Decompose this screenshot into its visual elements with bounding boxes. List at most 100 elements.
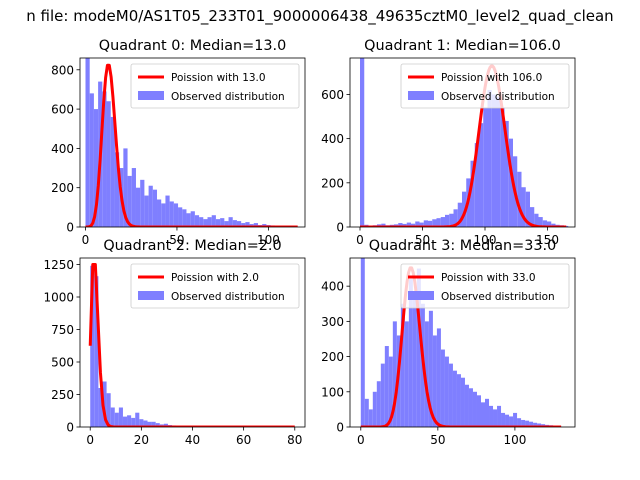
- legend-label-observed: Observed distribution: [441, 91, 555, 103]
- histogram-bar: [106, 101, 111, 227]
- histogram-bar: [127, 175, 132, 227]
- y-tick-label: 400: [51, 142, 74, 156]
- x-tick-label: 50: [430, 433, 445, 447]
- subplot-quadrant-0: 0 50 100 0 200 400 600 800 Quadrant 0: Median=13…: [51, 38, 306, 247]
- y-tick-label: 200: [321, 176, 344, 190]
- histogram-bar: [513, 412, 518, 427]
- legend-label-observed: Observed distribution: [171, 91, 285, 103]
- x-tick-label: 0: [357, 433, 365, 447]
- x-tick-label: 100: [257, 233, 280, 247]
- histogram-bar: [505, 414, 510, 427]
- histogram-bar: [423, 220, 428, 227]
- histogram-bar: [360, 58, 365, 227]
- histogram-bar: [521, 419, 526, 427]
- histogram-bar: [470, 160, 475, 227]
- histogram-bar: [380, 363, 385, 427]
- x-tick-label: 150: [536, 233, 559, 247]
- histogram-bar: [372, 391, 377, 427]
- histogram-bar: [151, 421, 156, 427]
- histogram-bar: [94, 276, 99, 427]
- histogram-bar: [93, 109, 99, 227]
- histogram-bar: [384, 346, 389, 427]
- histogram-bar: [173, 203, 179, 227]
- histogram-bar: [122, 416, 128, 427]
- legend-label-poisson: Poission with 2.0: [171, 272, 259, 284]
- histogram-bar: [416, 268, 421, 427]
- histogram-bar: [178, 207, 183, 227]
- y-tick-label: 200: [51, 181, 74, 195]
- x-tick-label: 20: [134, 433, 149, 447]
- x-tick-label: 50: [169, 233, 184, 247]
- legend-bar-swatch: [408, 291, 434, 300]
- histogram-bar: [368, 409, 373, 427]
- histogram-bar: [144, 195, 149, 227]
- histogram-bar: [501, 412, 506, 427]
- x-tick-label: 0: [86, 433, 94, 447]
- histogram-bar: [542, 220, 547, 227]
- histogram-bar: [165, 195, 170, 227]
- subplot-quadrant-2: 0 20 40 60 80 0 250 500 750 1000 1250 Quadrant 2: M…: [43, 238, 306, 447]
- histogram-bar: [364, 398, 369, 427]
- x-tick-label: 100: [503, 433, 526, 447]
- legend-label-poisson: Poission with 33.0: [441, 272, 536, 284]
- x-tick-label: 0: [356, 233, 364, 247]
- histogram-bar: [456, 374, 461, 427]
- histogram-bar: [487, 90, 492, 227]
- histogram-bar: [424, 321, 429, 427]
- histogram-bar: [525, 191, 530, 227]
- histogram-bar: [530, 207, 535, 227]
- histogram-bar: [157, 199, 162, 227]
- histogram-bar: [474, 143, 479, 227]
- histogram-bar: [207, 217, 212, 227]
- histogram-bar: [521, 187, 526, 227]
- histogram-bar: [98, 388, 103, 427]
- subplot-quadrant-1: 0 50 100 150 0 200 400 600 Quadrant 1: Median=10…: [321, 38, 576, 247]
- histogram-bar: [508, 138, 513, 227]
- histogram-bar: [220, 218, 225, 227]
- plot-area: [360, 258, 562, 427]
- subplot-title: Quadrant 0: Median=13.0: [99, 38, 287, 54]
- histogram-bar: [406, 222, 411, 227]
- y-tick-label: 600: [321, 88, 344, 102]
- histogram-bar: [464, 384, 469, 427]
- histogram-bar: [114, 152, 120, 227]
- histogram-bar: [517, 171, 522, 227]
- x-tick-label: 60: [236, 433, 251, 447]
- histogram-bar: [194, 215, 200, 227]
- histogram-bar: [480, 402, 485, 427]
- histogram-bar: [106, 393, 111, 427]
- histogram-bar: [241, 223, 246, 227]
- histogram-bar: [90, 265, 95, 427]
- y-tick-label: 100: [321, 385, 344, 399]
- histogram-bar: [388, 356, 393, 427]
- poisson-fit-line: [359, 64, 567, 227]
- histogram-bar: [509, 416, 514, 427]
- histogram-bar: [483, 107, 488, 227]
- histogram-bar: [432, 219, 437, 227]
- subplot-title: Quadrant 2: Median=2.0: [103, 238, 281, 254]
- x-tick-label: 50: [415, 233, 430, 247]
- histogram-bar: [444, 356, 449, 427]
- y-tick-label: 0: [66, 421, 74, 435]
- histogram-bar: [245, 222, 250, 227]
- y-tick-label: 250: [51, 388, 74, 402]
- legend-box: [130, 263, 300, 309]
- histogram-bar: [147, 421, 152, 427]
- histogram-bar: [497, 405, 502, 427]
- histogram-bar: [211, 215, 216, 227]
- y-tick-label: 1250: [43, 258, 74, 272]
- histogram-bar: [411, 223, 416, 227]
- legend-box: [400, 263, 570, 309]
- histogram-bar: [169, 201, 174, 227]
- x-tick-label: 100: [474, 233, 497, 247]
- y-tick-label: 600: [51, 103, 74, 117]
- histogram-bar: [500, 107, 505, 227]
- figure-suptitle: n file: modeM0/AS1T05_233T01_9000006438_…: [26, 7, 613, 26]
- legend-bar-swatch: [408, 91, 434, 100]
- histogram-bar: [479, 123, 484, 227]
- histogram-bar: [392, 321, 397, 427]
- histogram-bar: [489, 405, 494, 427]
- histogram-bar: [404, 321, 409, 427]
- histogram-bar: [190, 211, 195, 227]
- y-tick-label: 300: [321, 315, 344, 329]
